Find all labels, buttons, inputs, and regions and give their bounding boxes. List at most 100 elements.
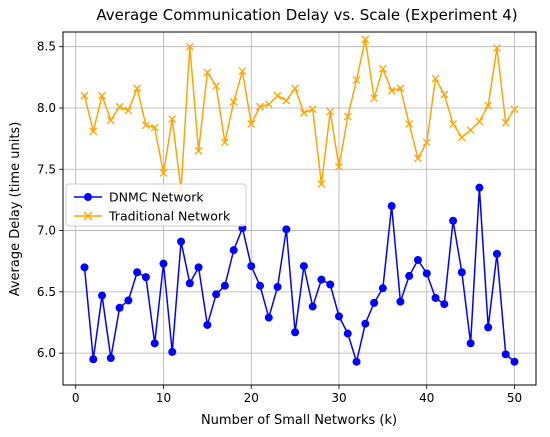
data-point — [115, 303, 124, 312]
data-point — [352, 75, 361, 84]
data-point — [98, 91, 107, 100]
data-point — [194, 146, 203, 155]
y-tick-label: 8.5 — [37, 40, 56, 54]
data-point — [299, 262, 308, 271]
data-point — [80, 263, 89, 272]
x-axis: 0 10 20 30 40 50 — [72, 385, 522, 405]
data-point — [449, 119, 458, 128]
data-point — [80, 91, 89, 100]
x-tick-label: 10 — [156, 391, 171, 405]
data-point — [177, 237, 186, 246]
data-point — [475, 183, 484, 192]
data-point — [212, 290, 221, 299]
data-point — [405, 271, 414, 280]
data-point — [273, 91, 282, 100]
data-point — [475, 117, 484, 126]
data-point — [124, 296, 133, 305]
data-point — [492, 249, 501, 258]
y-tick-label: 7.5 — [37, 162, 56, 176]
data-point — [238, 67, 247, 76]
plot-frame — [62, 31, 537, 386]
data-point — [484, 323, 493, 332]
data-point — [282, 96, 291, 105]
data-point — [405, 119, 414, 128]
data-point — [133, 268, 142, 277]
data-point — [431, 293, 440, 302]
data-point — [247, 119, 256, 128]
data-point — [308, 105, 317, 114]
data-point — [159, 259, 168, 268]
data-point — [106, 116, 115, 125]
data-point — [168, 347, 177, 356]
data-point — [203, 68, 212, 77]
data-point — [414, 154, 422, 163]
legend-marker-traditional — [83, 211, 93, 221]
data-point — [484, 101, 493, 110]
data-point — [256, 281, 265, 290]
data-point — [98, 291, 107, 300]
y-tick-label: 6.0 — [37, 346, 56, 360]
y-tick-label: 6.5 — [37, 285, 56, 299]
data-point — [457, 268, 466, 277]
series-line-traditional-network — [83, 38, 516, 191]
legend-label-dnmc: DNMC Network — [109, 190, 204, 205]
data-point — [247, 262, 256, 271]
data-point — [133, 84, 142, 93]
data-point — [361, 35, 370, 44]
x-tick-label: 50 — [507, 391, 522, 405]
data-point — [291, 328, 300, 337]
data-point — [387, 202, 396, 211]
series-dnmc-network — [80, 183, 519, 366]
data-point — [378, 64, 387, 73]
data-point — [335, 162, 343, 171]
data-point — [396, 84, 405, 93]
legend: DNMC Network Traditional Network — [65, 183, 247, 227]
legend-marker-dnmc — [84, 193, 92, 201]
data-point — [89, 355, 98, 364]
data-point — [115, 102, 124, 111]
data-point — [343, 112, 352, 121]
data-point — [106, 354, 115, 363]
data-point — [264, 313, 273, 322]
data-point — [256, 102, 264, 111]
data-point — [449, 216, 458, 225]
x-tick-label: 40 — [419, 391, 434, 405]
y-axis-title: Average Delay (time units) — [8, 122, 23, 297]
data-point — [492, 43, 501, 52]
series-traditional-network — [80, 35, 519, 195]
data-point — [141, 121, 150, 130]
data-point — [466, 126, 475, 135]
data-point — [378, 284, 387, 293]
data-point — [229, 246, 238, 255]
data-point — [510, 105, 519, 114]
data-point — [141, 273, 150, 282]
data-point — [422, 269, 431, 278]
data-point — [352, 357, 361, 366]
data-point — [440, 300, 449, 309]
legend-label-traditional: Traditional Network — [108, 209, 231, 224]
x-tick-label: 20 — [244, 391, 259, 405]
data-point — [501, 118, 510, 127]
data-point — [466, 339, 475, 348]
data-point — [343, 329, 352, 338]
data-point — [168, 115, 177, 123]
x-axis-title: Number of Small Networks (k) — [201, 413, 397, 428]
data-point — [501, 350, 510, 359]
data-point — [370, 94, 379, 103]
data-point — [457, 133, 466, 142]
y-tick-label: 8.0 — [37, 101, 56, 115]
data-point — [194, 263, 203, 272]
data-point — [150, 123, 159, 132]
data-point — [422, 138, 431, 147]
data-point — [203, 320, 212, 329]
data-point — [396, 297, 405, 306]
data-point — [89, 127, 98, 136]
data-point — [317, 275, 326, 284]
data-point — [185, 279, 194, 288]
series-layer — [80, 35, 519, 366]
data-point — [317, 180, 326, 188]
y-tick-label: 7.0 — [37, 224, 56, 238]
data-point — [308, 302, 317, 311]
data-point — [370, 298, 379, 307]
